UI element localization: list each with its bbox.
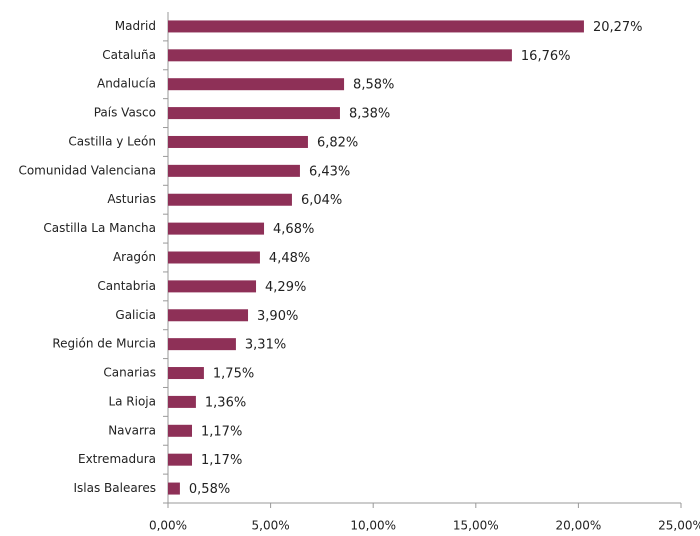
y-tick-label: Andalucía xyxy=(97,77,156,91)
value-label: 20,27% xyxy=(593,20,643,35)
value-label: 3,31% xyxy=(245,338,286,353)
value-label: 1,17% xyxy=(201,424,242,439)
y-tick-label: Islas Baleares xyxy=(73,481,156,495)
y-tick-label: País Vasco xyxy=(94,106,156,120)
x-tick-label: 10,00% xyxy=(350,519,396,533)
y-tick-label: Canarias xyxy=(103,366,156,380)
bar xyxy=(168,164,300,177)
y-tick-label: Castilla La Mancha xyxy=(43,221,156,235)
bar xyxy=(168,424,193,437)
y-tick-label: Asturias xyxy=(107,192,156,206)
y-tick-label: Cataluña xyxy=(102,48,156,62)
bar xyxy=(168,338,236,351)
value-label: 6,82% xyxy=(317,135,358,150)
value-label: 8,58% xyxy=(353,78,394,93)
value-label: 8,38% xyxy=(349,107,390,122)
bar xyxy=(168,20,584,33)
value-label: 1,17% xyxy=(201,453,242,468)
value-label: 3,90% xyxy=(257,309,298,324)
y-tick-label: Aragón xyxy=(113,250,156,264)
value-label: 4,29% xyxy=(265,280,306,295)
y-tick-label: Región de Murcia xyxy=(52,337,156,351)
bar xyxy=(168,135,308,148)
value-label: 6,04% xyxy=(301,193,342,208)
x-tick-label: 20,00% xyxy=(556,519,602,533)
value-label: 16,76% xyxy=(521,49,571,64)
bar xyxy=(168,78,345,91)
x-tick-label: 5,00% xyxy=(252,519,290,533)
y-tick-label: Madrid xyxy=(115,19,156,33)
y-tick-label: Extremadura xyxy=(78,452,156,466)
value-label: 6,43% xyxy=(309,164,350,179)
bar xyxy=(168,309,249,322)
bar xyxy=(168,251,260,264)
bar xyxy=(168,107,340,120)
value-label: 0,58% xyxy=(189,482,230,497)
x-tick-label: 15,00% xyxy=(453,519,499,533)
bar xyxy=(168,367,204,380)
value-label: 1,36% xyxy=(205,395,246,410)
value-label: 4,68% xyxy=(273,222,314,237)
bar xyxy=(168,49,512,62)
y-tick-label: La Rioja xyxy=(108,394,156,408)
x-tick-label: 0,00% xyxy=(149,519,187,533)
x-tick-label: 25,00% xyxy=(658,519,700,533)
bar xyxy=(168,280,257,293)
bar xyxy=(168,453,193,466)
y-tick-label: Cantabria xyxy=(97,279,156,293)
bar xyxy=(168,193,292,206)
y-tick-label: Comunidad Valenciana xyxy=(18,163,156,177)
bar xyxy=(168,222,265,235)
value-label: 1,75% xyxy=(213,367,254,382)
value-label: 4,48% xyxy=(269,251,310,266)
bar xyxy=(168,482,180,495)
y-tick-label: Galicia xyxy=(115,308,156,322)
bar xyxy=(168,395,196,408)
y-tick-label: Castilla y León xyxy=(68,134,156,148)
y-tick-label: Navarra xyxy=(108,423,156,437)
